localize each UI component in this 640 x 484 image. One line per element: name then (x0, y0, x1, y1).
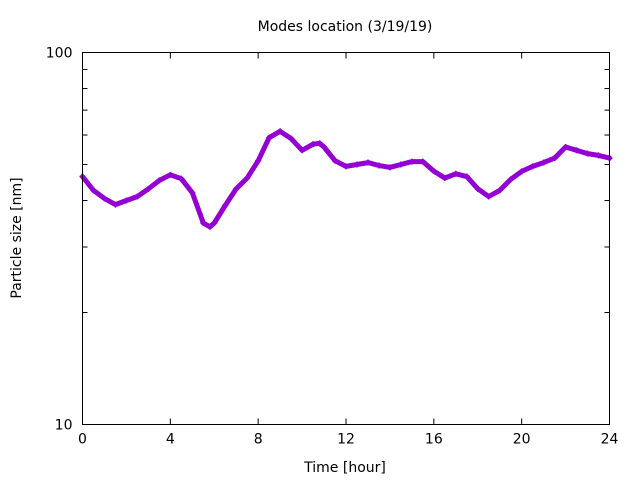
axes: 0 4 8 12 16 20 24 10 100 (46, 46, 619, 448)
data-point (529, 163, 536, 170)
data-point (178, 175, 185, 182)
data-point (343, 163, 349, 170)
data-point (316, 140, 323, 147)
data-point (123, 197, 130, 204)
data-point (288, 135, 295, 142)
data-point (375, 162, 382, 169)
data-point (332, 157, 339, 164)
data-point (463, 173, 470, 180)
y-tick-label: 10 (55, 418, 73, 434)
data-point (562, 144, 569, 151)
data-point (452, 170, 459, 177)
data-point (321, 144, 328, 151)
data-point (112, 201, 119, 208)
x-tick-label: 8 (254, 432, 263, 448)
data-point (266, 134, 273, 141)
x-tick-label: 20 (513, 432, 531, 448)
series-line (80, 128, 612, 230)
x-tick-label: 16 (425, 432, 443, 448)
data-point (430, 168, 437, 175)
y-axis-label: Particle size [nm] (9, 177, 25, 298)
data-point (507, 176, 514, 183)
x-axis-label: Time [hour] (303, 460, 386, 476)
data-point (364, 159, 371, 166)
data-point (90, 187, 97, 194)
data-point (211, 220, 218, 227)
data-point (441, 174, 448, 181)
data-point (156, 177, 163, 184)
data-point (200, 220, 207, 227)
data-point (496, 187, 503, 194)
data-point (485, 193, 492, 200)
x-tick-label: 4 (166, 432, 175, 448)
x-tick-label: 0 (78, 432, 87, 448)
data-point (101, 195, 108, 202)
data-point (386, 164, 393, 171)
data-point (595, 152, 602, 159)
data-point (419, 158, 426, 165)
plot-border (82, 52, 610, 425)
x-tick-label: 12 (337, 432, 355, 448)
data-point (584, 150, 591, 157)
data-point (310, 141, 317, 148)
plot-area (79, 128, 613, 230)
data-point (551, 155, 558, 162)
data-point (540, 159, 547, 166)
data-point (206, 223, 213, 230)
data-point (353, 161, 360, 168)
data-point (397, 161, 404, 168)
data-point (233, 185, 240, 192)
data-point (299, 147, 306, 154)
data-point (244, 174, 251, 181)
data-point (167, 171, 174, 178)
x-tick-label: 24 (601, 432, 619, 448)
chart-title: Modes location (3/19/19) (258, 19, 433, 35)
data-point (134, 193, 141, 200)
y-tick-label: 100 (46, 46, 73, 62)
data-point (474, 185, 481, 192)
data-point (408, 158, 415, 165)
data-point (518, 168, 525, 175)
data-point (277, 128, 284, 135)
data-point (145, 185, 152, 192)
data-point (573, 147, 580, 154)
data-point (222, 202, 229, 209)
data-point (189, 189, 196, 196)
data-point (255, 157, 262, 164)
